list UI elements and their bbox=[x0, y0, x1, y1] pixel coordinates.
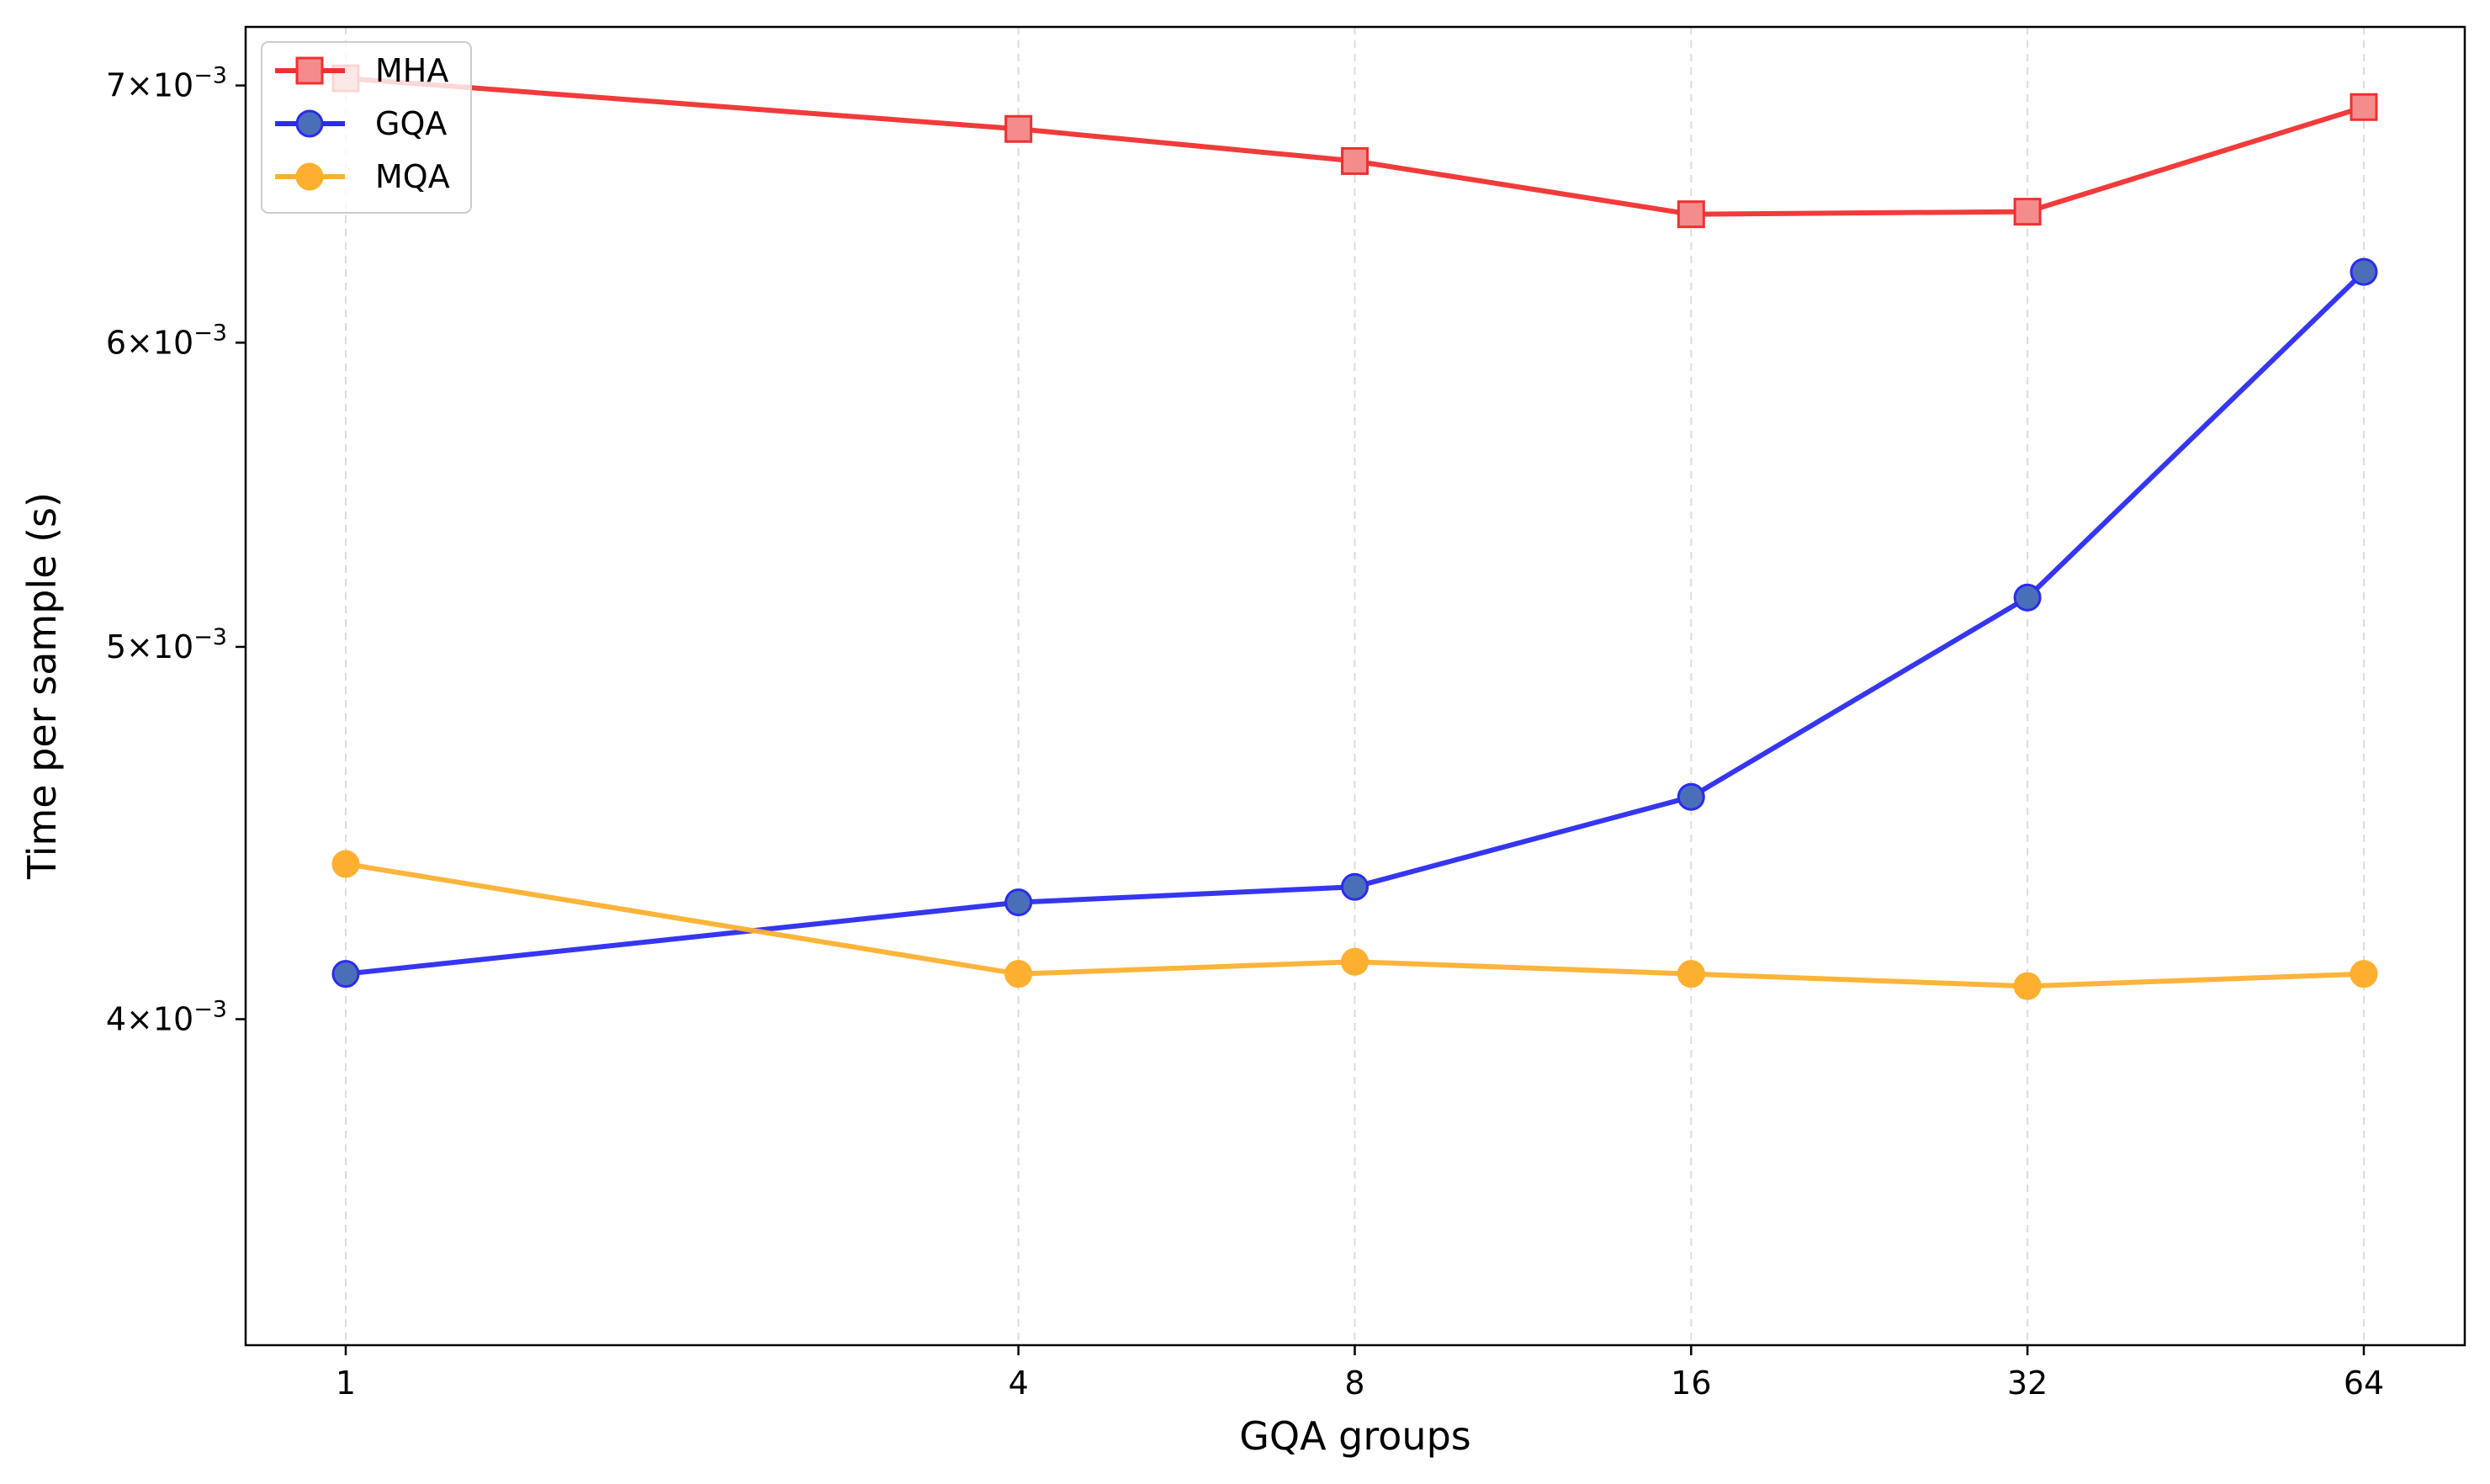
legend-marker bbox=[295, 162, 324, 191]
mqa-point bbox=[331, 850, 360, 878]
series-mqa bbox=[331, 850, 2378, 1000]
mha-point bbox=[2350, 93, 2378, 121]
mha-point bbox=[1004, 114, 1033, 143]
x-tick-label: 16 bbox=[1671, 1365, 1711, 1402]
mqa-point bbox=[1004, 960, 1033, 988]
legend-item-mha: MHA bbox=[275, 52, 448, 89]
ticks-layer: 1 4 8 16 32 64 4×10−3 5×10−3 6×10−3 7×10−3 bbox=[106, 63, 2384, 1402]
x-tick-label: 1 bbox=[336, 1365, 356, 1402]
x-tick-label: 8 bbox=[1344, 1365, 1364, 1402]
gqa-point bbox=[1004, 888, 1033, 917]
mqa-point bbox=[2013, 972, 2042, 1000]
y-tick-label: 7×10−3 bbox=[106, 63, 227, 104]
x-tick-label: 64 bbox=[2344, 1365, 2384, 1402]
mqa-line bbox=[345, 861, 2365, 989]
mqa-point bbox=[1341, 947, 1369, 976]
legend-item-gqa: GQA bbox=[275, 105, 447, 142]
gqa-line bbox=[345, 270, 2366, 977]
x-axis-title: GQA groups bbox=[1239, 1413, 1471, 1459]
gqa-point bbox=[1677, 782, 1705, 811]
legend: MHA GQA MQA bbox=[261, 41, 472, 214]
y-tick-label: 6×10−3 bbox=[106, 320, 227, 361]
mha-point bbox=[2013, 198, 2042, 226]
legend-label: MQA bbox=[375, 158, 450, 195]
mha-line bbox=[345, 76, 2365, 217]
x-tick-label: 4 bbox=[1009, 1365, 1029, 1402]
y-tick-label: 5×10−3 bbox=[106, 624, 227, 665]
legend-label: MHA bbox=[375, 52, 448, 89]
gqa-point bbox=[2350, 257, 2378, 286]
gqa-point bbox=[1341, 872, 1369, 901]
mha-point bbox=[1677, 200, 1705, 229]
legend-marker bbox=[295, 56, 324, 85]
legend-marker bbox=[295, 109, 324, 138]
gqa-point bbox=[2013, 583, 2042, 612]
gqa-point bbox=[331, 960, 360, 988]
grid-layer bbox=[345, 27, 2365, 1345]
y-axis-title: Time per sample (s) bbox=[19, 492, 65, 880]
legend-item-mqa: MQA bbox=[275, 158, 450, 195]
series-gqa bbox=[331, 257, 2378, 988]
legend-label: GQA bbox=[375, 105, 447, 142]
mha-point bbox=[1341, 146, 1369, 175]
mqa-point bbox=[2350, 960, 2378, 988]
mqa-point bbox=[1677, 960, 1705, 988]
x-tick-label: 32 bbox=[2007, 1365, 2048, 1402]
y-tick-label: 4×10−3 bbox=[106, 996, 227, 1037]
